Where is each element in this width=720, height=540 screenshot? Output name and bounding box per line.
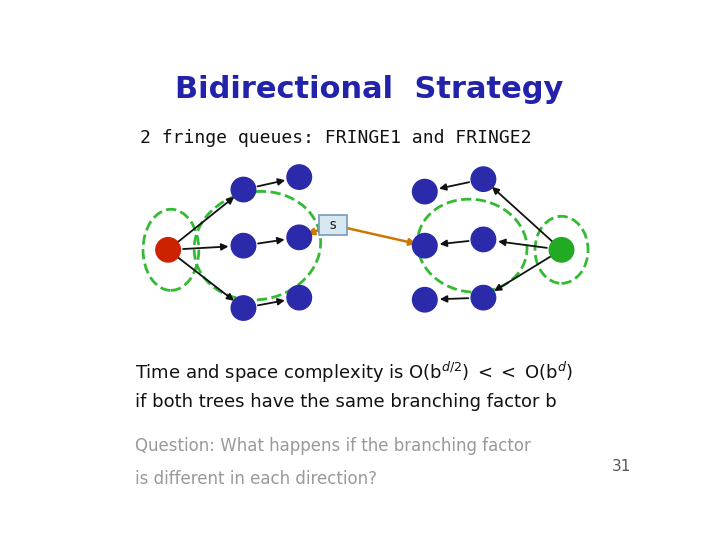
Ellipse shape [231, 177, 256, 202]
Ellipse shape [231, 233, 256, 258]
Ellipse shape [287, 286, 312, 310]
Ellipse shape [413, 287, 437, 312]
Ellipse shape [231, 296, 256, 320]
Ellipse shape [549, 238, 574, 262]
Ellipse shape [287, 225, 312, 249]
Text: Time and space complexity is O(b$^{d/2}$) $<<$ O(b$^{d}$): Time and space complexity is O(b$^{d/2}$… [135, 360, 572, 385]
Text: if both trees have the same branching factor b: if both trees have the same branching fa… [135, 393, 557, 411]
Ellipse shape [413, 233, 437, 258]
Text: Question: What happens if the branching factor: Question: What happens if the branching … [135, 437, 531, 455]
Text: 31: 31 [612, 460, 631, 474]
Ellipse shape [471, 227, 495, 252]
FancyBboxPatch shape [318, 215, 347, 235]
Text: is different in each direction?: is different in each direction? [135, 470, 377, 488]
Ellipse shape [287, 165, 312, 189]
Ellipse shape [471, 286, 495, 310]
Text: 2 fringe queues: FRINGE1 and FRINGE2: 2 fringe queues: FRINGE1 and FRINGE2 [140, 129, 531, 147]
Ellipse shape [471, 167, 495, 191]
Text: Bidirectional  Strategy: Bidirectional Strategy [175, 75, 563, 104]
Text: s: s [328, 218, 337, 232]
Ellipse shape [156, 238, 181, 262]
Ellipse shape [413, 179, 437, 204]
